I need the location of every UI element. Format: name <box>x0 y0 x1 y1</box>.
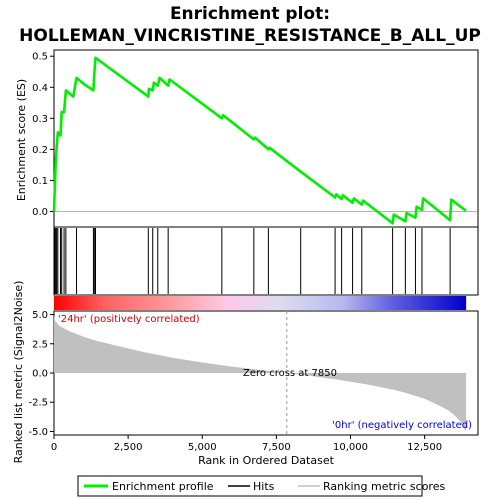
metric-y-tick-label: 0.0 <box>32 369 48 380</box>
rank-color-bar <box>54 296 467 310</box>
legend-enrichment-label: Enrichment profile <box>112 480 214 493</box>
es-y-tick-label: 0.2 <box>32 145 48 156</box>
x-tick-label: 7,500 <box>262 442 291 453</box>
x-axis: 0 2,500 5,000 7,500 10,000 12,500 <box>51 435 442 453</box>
es-y-tick-label: 0.5 <box>32 52 48 63</box>
es-y-axis: 0.0 0.1 0.2 0.3 0.4 0.5 <box>32 52 54 218</box>
enrichment-profile-line <box>52 56 467 225</box>
es-y-tick-label: 0.3 <box>32 114 48 125</box>
x-tick-label: 5,000 <box>188 442 217 453</box>
metric-area-group <box>54 311 467 435</box>
es-y-tick-label: 0.0 <box>32 207 48 218</box>
positive-correlation-label: '24hr' (positively correlated) <box>58 314 200 325</box>
chart-title-line-2: HOLLEMAN_VINCRISTINE_RESISTANCE_B_ALL_UP <box>19 26 481 46</box>
es-y-axis-label: Enrichment score (ES) <box>15 79 28 201</box>
legend-hits-label: Hits <box>253 480 275 493</box>
ranking-metric-area <box>54 315 467 432</box>
legend-metric-label: Ranking metric scores <box>323 480 445 493</box>
zero-cross-label: Zero cross at 7850 <box>243 368 337 379</box>
chart-title-line-1: Enrichment plot: <box>170 4 330 24</box>
metric-y-tick-label: -5.0 <box>28 427 48 438</box>
hits-panel-frame <box>53 226 479 296</box>
x-tick-label: 2,500 <box>114 442 143 453</box>
es-panel-frame <box>53 49 479 228</box>
metric-y-axis: -5.0 -2.5 0.0 2.5 5.0 <box>28 310 54 438</box>
hits-group <box>53 228 451 294</box>
es-y-tick-label: 0.1 <box>32 176 48 187</box>
x-tick-label: 10,000 <box>333 442 368 453</box>
es-line-group <box>52 56 478 225</box>
x-tick-label: 12,500 <box>407 442 442 453</box>
negative-correlation-label: '0hr' (negatively correlated) <box>332 420 472 431</box>
metric-y-tick-label: 5.0 <box>32 310 48 321</box>
x-axis-label: Rank in Ordered Dataset <box>198 454 335 467</box>
es-y-tick-label: 0.4 <box>32 83 48 94</box>
metric-y-axis-label: Ranked list metric (Signal2Noise) <box>12 281 25 464</box>
metric-y-tick-label: 2.5 <box>32 339 48 350</box>
metric-y-tick-label: -2.5 <box>28 398 48 409</box>
x-tick-label: 0 <box>51 442 57 453</box>
color-bar-fill <box>54 296 467 310</box>
